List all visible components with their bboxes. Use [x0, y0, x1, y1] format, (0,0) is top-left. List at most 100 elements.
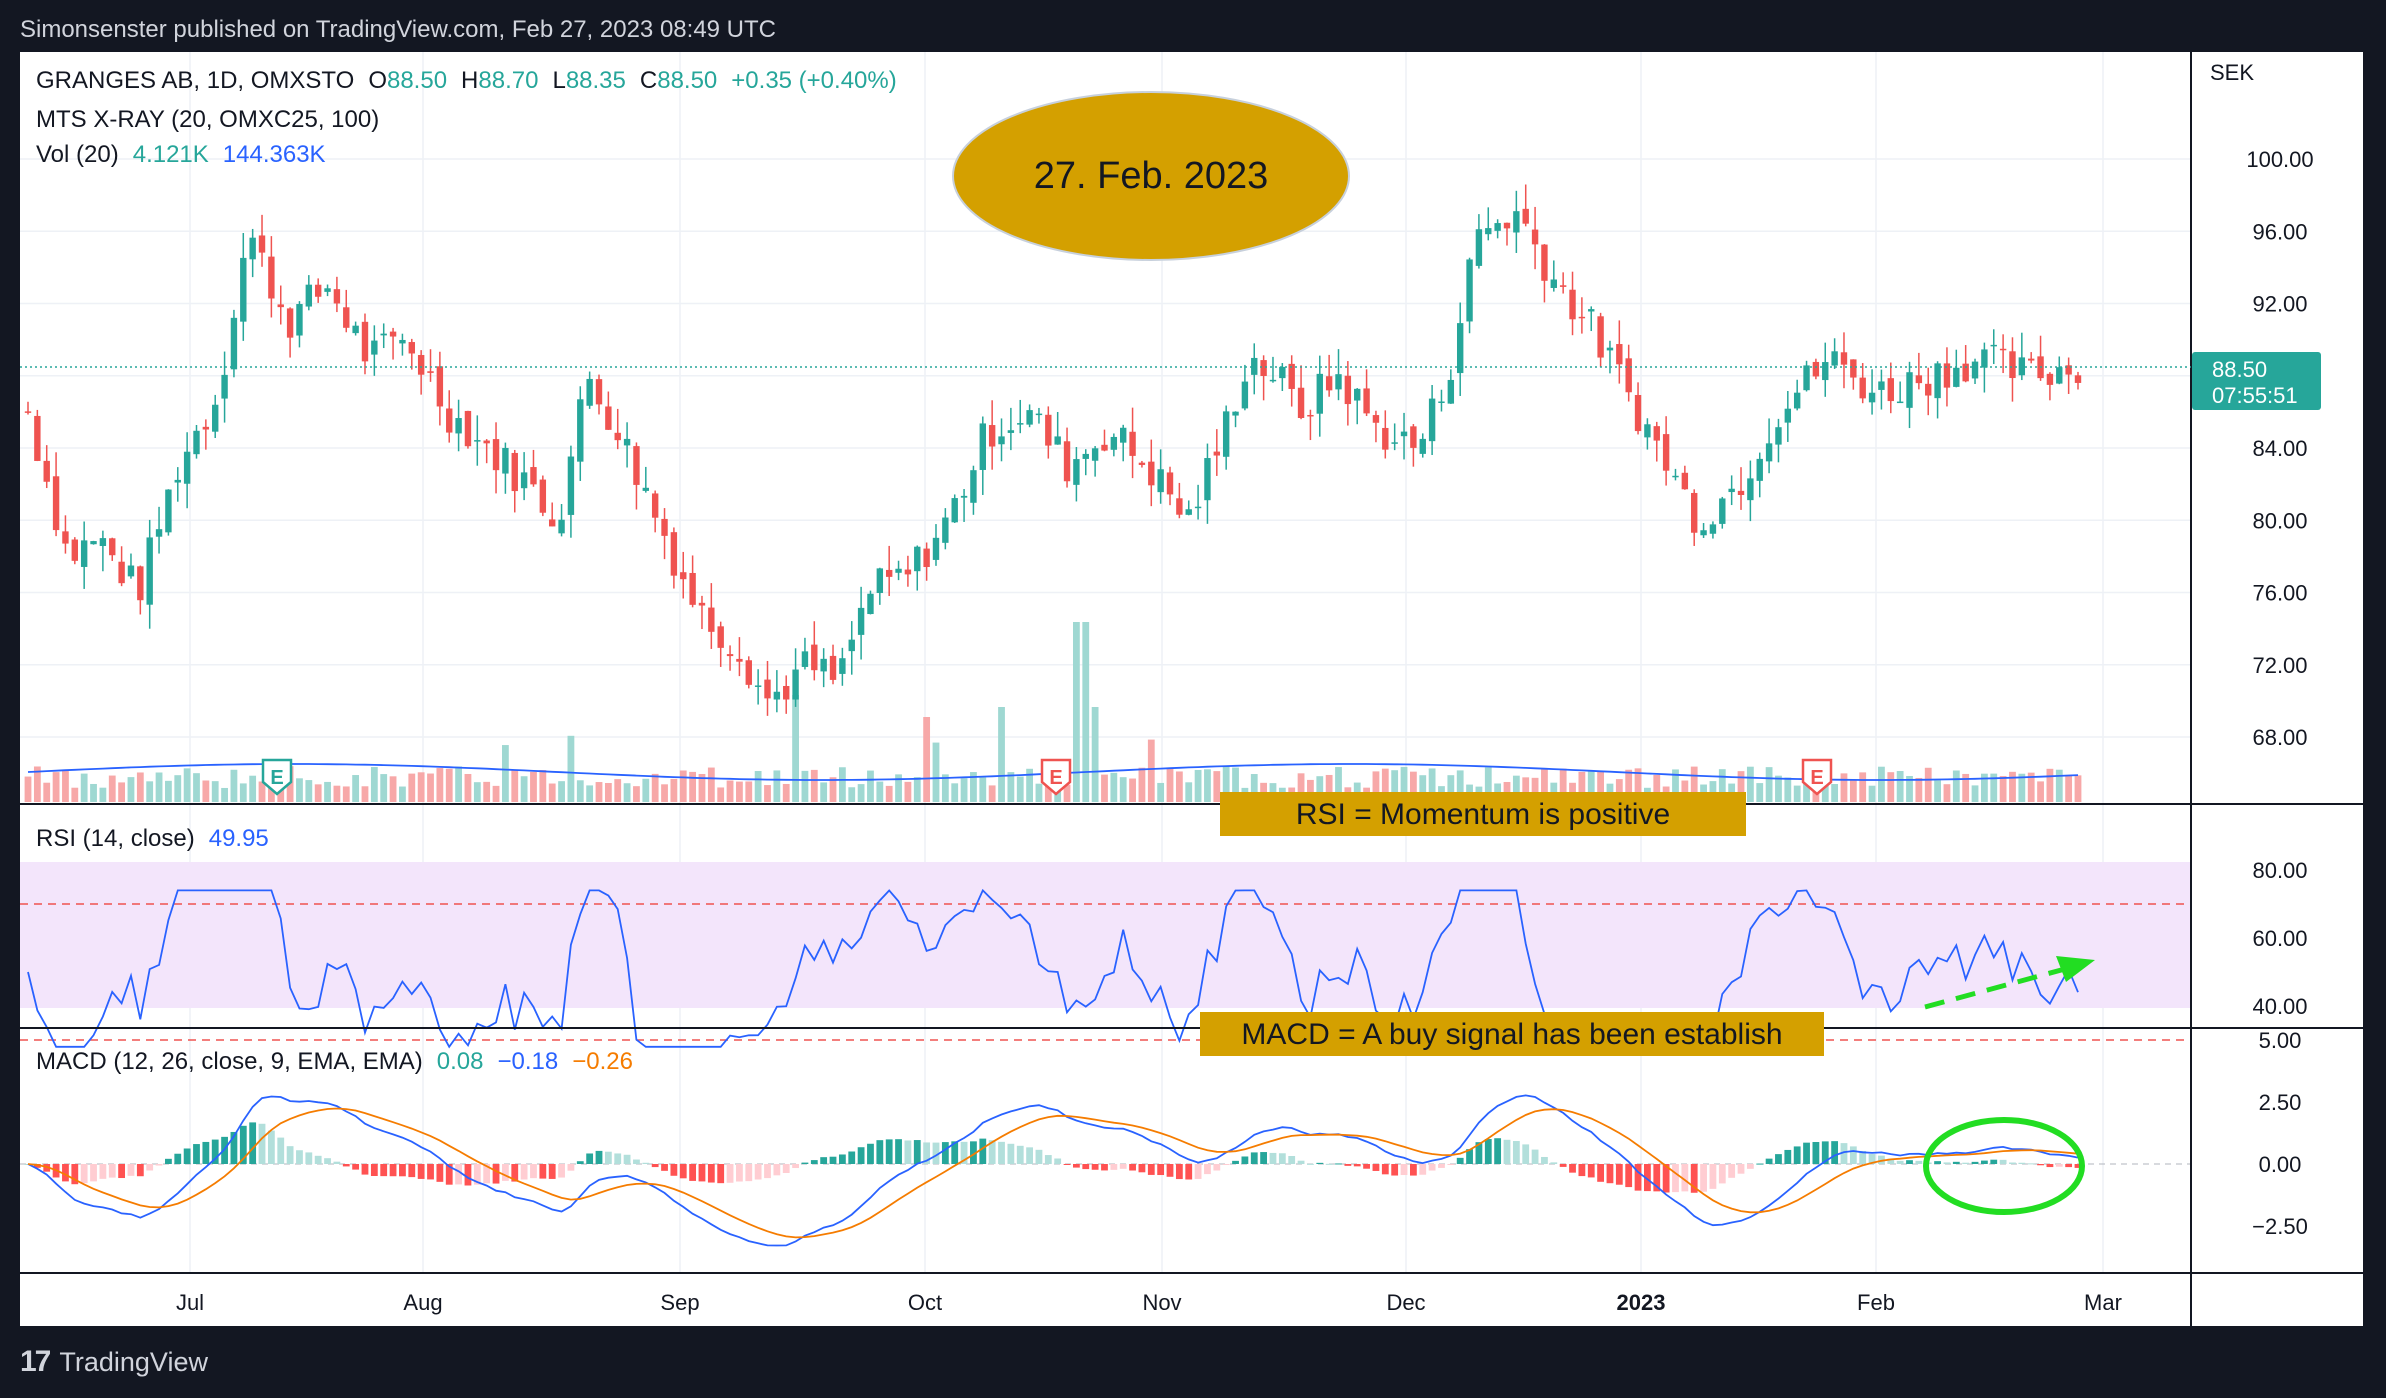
candle-body [1035, 413, 1043, 416]
volume-bar [1615, 779, 1623, 802]
candle-body [1222, 411, 1230, 457]
candle-body [2074, 375, 2082, 383]
candle-body [530, 467, 537, 485]
volume-bar [1063, 784, 1071, 802]
macd-histogram-bar [867, 1143, 874, 1164]
macd-histogram-bar [1812, 1142, 1820, 1164]
footer[interactable]: 17 TradingView [20, 1345, 208, 1379]
volume-bar [979, 777, 987, 802]
rsi-legend-label: RSI (14, close) [36, 825, 195, 852]
volume-bar [324, 781, 331, 802]
macd-histogram-bar [277, 1137, 285, 1164]
macd-histogram-bar [1054, 1158, 1062, 1164]
time-tick-label: Mar [2084, 1290, 2122, 1315]
macd-histogram-bar [1962, 1162, 1970, 1164]
candle-body [1784, 408, 1792, 423]
highlight-circle-icon[interactable] [1923, 1117, 2085, 1215]
candle-body [1597, 316, 1604, 358]
macd-histogram-bar [829, 1156, 837, 1164]
macd-histogram-bar [707, 1164, 715, 1183]
volume-bar [1559, 768, 1567, 802]
chart-canvas[interactable]: EEE 100.0096.0092.0088.0084.0080.0076.00… [20, 52, 2363, 1326]
macd-histogram-bar [1662, 1164, 1670, 1193]
date-annotation[interactable]: 27. Feb. 2023 [952, 91, 1350, 261]
candle-body [1522, 208, 1529, 224]
macd-histogram-bar [239, 1125, 247, 1164]
rsi-tick-label: 80.00 [2252, 858, 2307, 883]
macd-histogram-bar [970, 1141, 977, 1164]
volume-bar [136, 772, 144, 802]
macd-histogram-bar [1522, 1144, 1530, 1164]
volume-bar [90, 783, 97, 802]
candle-body [1906, 372, 1913, 408]
volume-bar [1129, 778, 1136, 802]
candle-body [661, 518, 668, 536]
chart-frame[interactable]: EEE 100.0096.0092.0088.0084.0080.0076.00… [20, 52, 2363, 1326]
macd-histogram-bar [1756, 1163, 1764, 1165]
candle-body [857, 607, 865, 635]
candle-body [436, 366, 444, 407]
rsi-value: 49.95 [209, 825, 269, 852]
volume-bar [520, 776, 528, 802]
change-value: +0.35 (+0.40%) [731, 67, 896, 94]
time-axis[interactable]: Jul Aug Sep Oct Nov Dec 2023 Feb Mar [176, 1290, 2122, 1315]
candle-body [62, 531, 69, 544]
candle-body [99, 538, 107, 547]
volume-bar [970, 772, 977, 802]
macd-histogram-bar [33, 1164, 41, 1168]
volume-bar [249, 775, 257, 802]
volume-bar [1971, 785, 1979, 802]
trend-arrow-icon[interactable] [1924, 956, 2095, 1010]
macd-histogram-bar [1503, 1139, 1511, 1164]
rsi-line [27, 888, 2079, 1049]
volume-bar [71, 787, 79, 802]
volume-bar [604, 782, 612, 802]
candle-body [698, 602, 706, 606]
rsi-tick-label: 40.00 [2252, 994, 2307, 1019]
volume-bar [1849, 779, 1857, 802]
volume-bar [642, 778, 650, 802]
volume-legend-label: Vol (20) [36, 141, 119, 168]
time-tick-label: Oct [908, 1290, 942, 1315]
volume-bar [165, 780, 172, 802]
volume-bar [1784, 777, 1792, 802]
candle-body [1213, 451, 1221, 456]
symbol-legend[interactable]: GRANGES AB, 1D, OMXSTO O88.50 H88.70 L88.35… [36, 67, 897, 168]
candle-body [1925, 383, 1932, 396]
candle-body [979, 423, 986, 470]
rsi-annotation[interactable]: RSI = Momentum is positive [1220, 792, 1746, 836]
footer-brand: TradingView [59, 1346, 208, 1377]
macd-histogram-bar [1288, 1156, 1296, 1164]
candle-body [2046, 373, 2054, 385]
macd-histogram-bar [1718, 1164, 1726, 1184]
volume-bar [1073, 622, 1080, 802]
macd-histogram-bar [1559, 1164, 1567, 1167]
macd-histogram-bar [146, 1164, 154, 1171]
candle-body [1653, 426, 1660, 441]
macd-histogram-bar [885, 1139, 893, 1164]
macd-histogram-bar [1278, 1153, 1286, 1164]
candle-body [651, 493, 659, 518]
macd-histogram-bar [567, 1164, 575, 1171]
volume-bar [2009, 771, 2016, 802]
volume-bar [230, 769, 238, 802]
candle-body [764, 679, 771, 699]
macd-histogram-bar [1859, 1150, 1867, 1164]
macd-histogram-bar [1550, 1162, 1558, 1164]
macd-histogram-bar [773, 1164, 781, 1176]
macd-histogram-bar [1466, 1149, 1473, 1164]
candle-body [970, 470, 977, 503]
svg-text:MACD (12, 26, close, 9, EMA, E[interactable]: MACD (12, 26, close, 9, EMA, EMA) 0.08 −0.… [36, 1048, 633, 1075]
price-axis[interactable]: 100.0096.0092.0088.0084.0080.0076.0072.0… [2246, 147, 2313, 1239]
macd-histogram-bar [71, 1164, 79, 1185]
macd-histogram-bar [689, 1164, 697, 1181]
candle-body [1691, 492, 1698, 533]
macd-histogram-bar [370, 1164, 378, 1176]
macd-annotation[interactable]: MACD = A buy signal has been establish [1200, 1012, 1824, 1056]
volume-bar [1204, 769, 1211, 802]
candle-body [464, 410, 472, 447]
svg-text:RSI (14, close)49.95[interactable]: RSI (14, close) 49.95 [36, 825, 269, 852]
macd-histogram-bar [1194, 1164, 1202, 1179]
candle-body [1953, 367, 1960, 387]
macd-histogram-bar [342, 1164, 350, 1167]
